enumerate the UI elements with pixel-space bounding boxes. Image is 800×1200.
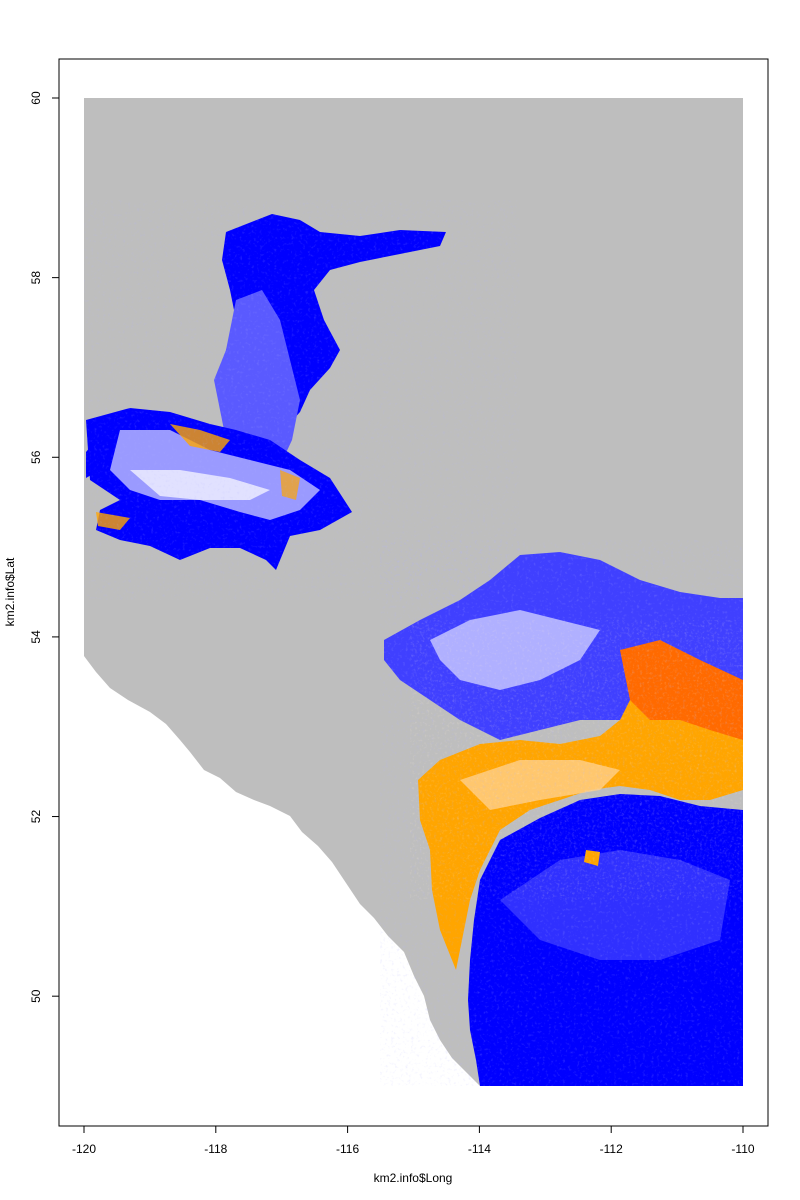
y-tick-label: 50 — [29, 989, 43, 1003]
region-southeast — [380, 540, 750, 1100]
x-tick-label: -110 — [731, 1142, 754, 1156]
x-axis-label: km2.info$Long — [374, 1171, 453, 1185]
y-axis-label: km2.info$Lat — [3, 557, 17, 626]
y-axis: 50 52 54 56 58 60 — [29, 91, 59, 1003]
x-tick-label: -116 — [336, 1142, 359, 1156]
x-tick-label: -114 — [468, 1142, 491, 1156]
y-tick-label: 60 — [29, 91, 43, 105]
y-tick-label: 58 — [29, 271, 43, 285]
x-tick-label: -112 — [600, 1142, 623, 1156]
x-tick-label: -120 — [72, 1142, 96, 1156]
x-axis: -120 -118 -116 -114 -112 -110 — [72, 1126, 755, 1156]
x-tick-label: -118 — [204, 1142, 227, 1156]
y-tick-label: 52 — [29, 810, 43, 824]
y-tick-label: 56 — [29, 450, 43, 464]
y-tick-label: 54 — [29, 630, 43, 644]
